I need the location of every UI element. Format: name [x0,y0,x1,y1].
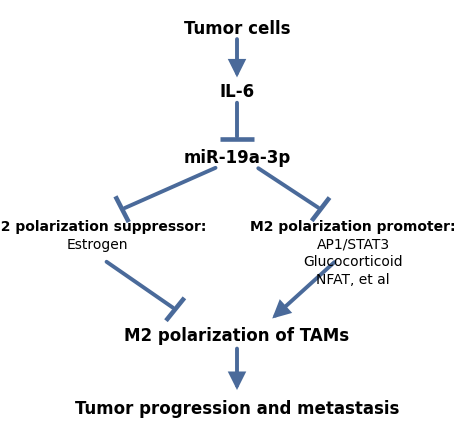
Text: IL-6: IL-6 [219,83,255,101]
Text: AP1/STAT3: AP1/STAT3 [317,237,390,251]
Text: M2 polarization suppressor:: M2 polarization suppressor: [0,220,207,234]
Text: miR-19a-3p: miR-19a-3p [183,148,291,167]
Text: Tumor cells: Tumor cells [184,19,290,38]
Text: M2 polarization promoter:: M2 polarization promoter: [250,220,456,234]
Text: Estrogen: Estrogen [66,237,128,251]
Text: NFAT, et al: NFAT, et al [316,272,390,286]
Text: Glucocorticoid: Glucocorticoid [303,254,403,268]
Text: Tumor progression and metastasis: Tumor progression and metastasis [75,399,399,417]
Text: M2 polarization of TAMs: M2 polarization of TAMs [125,326,349,344]
